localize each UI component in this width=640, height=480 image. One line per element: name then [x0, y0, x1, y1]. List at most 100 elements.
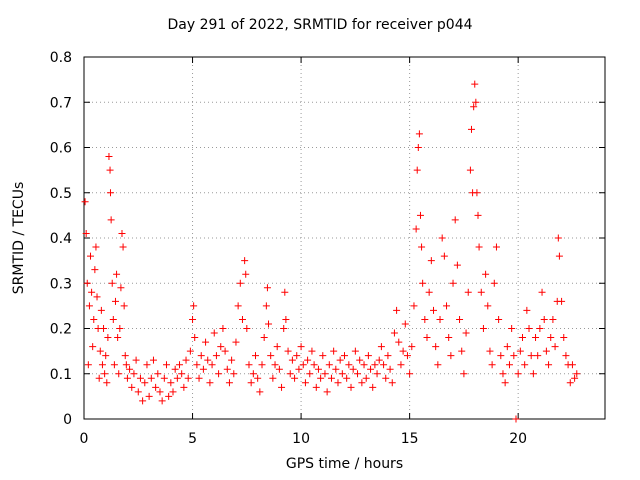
data-point: [341, 352, 348, 360]
data-point: [167, 379, 175, 387]
data-point: [186, 347, 194, 355]
data-point: [110, 361, 118, 369]
data-point: [256, 388, 264, 396]
data-point: [103, 379, 111, 387]
data-point: [351, 347, 359, 355]
x-tick-label: 20: [509, 431, 527, 447]
data-point: [293, 352, 301, 360]
data-point: [84, 361, 92, 369]
grid-lines: [84, 57, 605, 419]
data-point: [566, 379, 574, 387]
data-point: [160, 374, 168, 382]
data-point: [291, 374, 299, 382]
data-point: [82, 229, 90, 237]
data-point: [190, 302, 198, 310]
data-point: [118, 229, 126, 237]
data-point: [180, 383, 188, 391]
data-point: [120, 302, 128, 310]
data-point: [371, 361, 379, 369]
data-point: [111, 297, 119, 305]
data-point: [373, 370, 381, 378]
data-point: [102, 352, 110, 360]
data-point: [388, 379, 396, 387]
data-point: [486, 347, 494, 355]
data-point: [534, 352, 542, 360]
data-point: [251, 352, 259, 360]
data-point: [558, 297, 566, 305]
data-point: [423, 334, 431, 342]
data-point: [234, 302, 242, 310]
data-point: [126, 365, 134, 373]
data-point: [470, 103, 478, 111]
data-point: [89, 343, 97, 351]
data-point: [410, 302, 418, 310]
data-point: [273, 343, 281, 351]
data-point: [121, 352, 129, 360]
data-point: [176, 361, 184, 369]
data-point: [260, 334, 268, 342]
x-tick-label: 15: [401, 431, 419, 447]
data-point: [130, 370, 138, 378]
data-point: [178, 370, 186, 378]
data-point: [349, 365, 357, 373]
data-point: [182, 356, 190, 364]
data-point: [334, 379, 342, 387]
data-point: [436, 315, 444, 323]
data-point: [471, 80, 479, 88]
data-point: [149, 356, 157, 364]
data-point: [460, 370, 468, 378]
data-point: [236, 279, 244, 287]
data-point: [503, 343, 511, 351]
data-point: [393, 306, 401, 314]
data-point: [532, 334, 540, 342]
data-point: [434, 361, 442, 369]
data-point: [317, 374, 325, 382]
data-point: [538, 288, 546, 296]
data-point: [230, 370, 238, 378]
data-point: [122, 361, 130, 369]
data-point: [490, 279, 498, 287]
data-point: [514, 370, 522, 378]
data-point: [204, 356, 212, 364]
data-point: [356, 356, 364, 364]
data-point: [464, 288, 472, 296]
axis-ticks: 0 5 10 15 20 0 0.1 0.2 0.3 0.4 0.5 0.6 0.7 0.8: [50, 50, 605, 447]
y-tick-label: 0.4: [50, 231, 72, 247]
data-point: [397, 361, 405, 369]
data-point: [304, 356, 312, 364]
data-point: [310, 361, 318, 369]
data-point: [512, 415, 520, 423]
data-point: [573, 370, 581, 378]
data-point: [147, 374, 155, 382]
data-point: [432, 343, 440, 351]
data-point: [123, 374, 131, 382]
data-point: [403, 352, 411, 360]
data-point: [297, 343, 305, 351]
data-point: [519, 334, 527, 342]
data-point: [254, 374, 262, 382]
data-point: [406, 370, 414, 378]
data-point: [199, 365, 207, 373]
data-point: [369, 383, 377, 391]
data-point: [228, 356, 236, 364]
data-point: [88, 288, 96, 296]
data-point: [418, 243, 426, 251]
data-point: [554, 234, 562, 242]
data-point: [193, 361, 201, 369]
data-point: [295, 365, 303, 373]
data-point: [299, 361, 307, 369]
data-point: [143, 361, 151, 369]
data-point: [505, 361, 513, 369]
data-point: [542, 347, 550, 355]
data-point: [419, 279, 427, 287]
data-point: [90, 315, 98, 323]
data-point: [312, 383, 320, 391]
data-point: [473, 189, 481, 197]
data-point: [438, 234, 446, 242]
data-point: [545, 361, 553, 369]
data-point: [462, 329, 470, 337]
data-point: [415, 130, 423, 138]
data-point: [173, 374, 181, 382]
data-point: [195, 374, 203, 382]
data-point: [364, 352, 372, 360]
